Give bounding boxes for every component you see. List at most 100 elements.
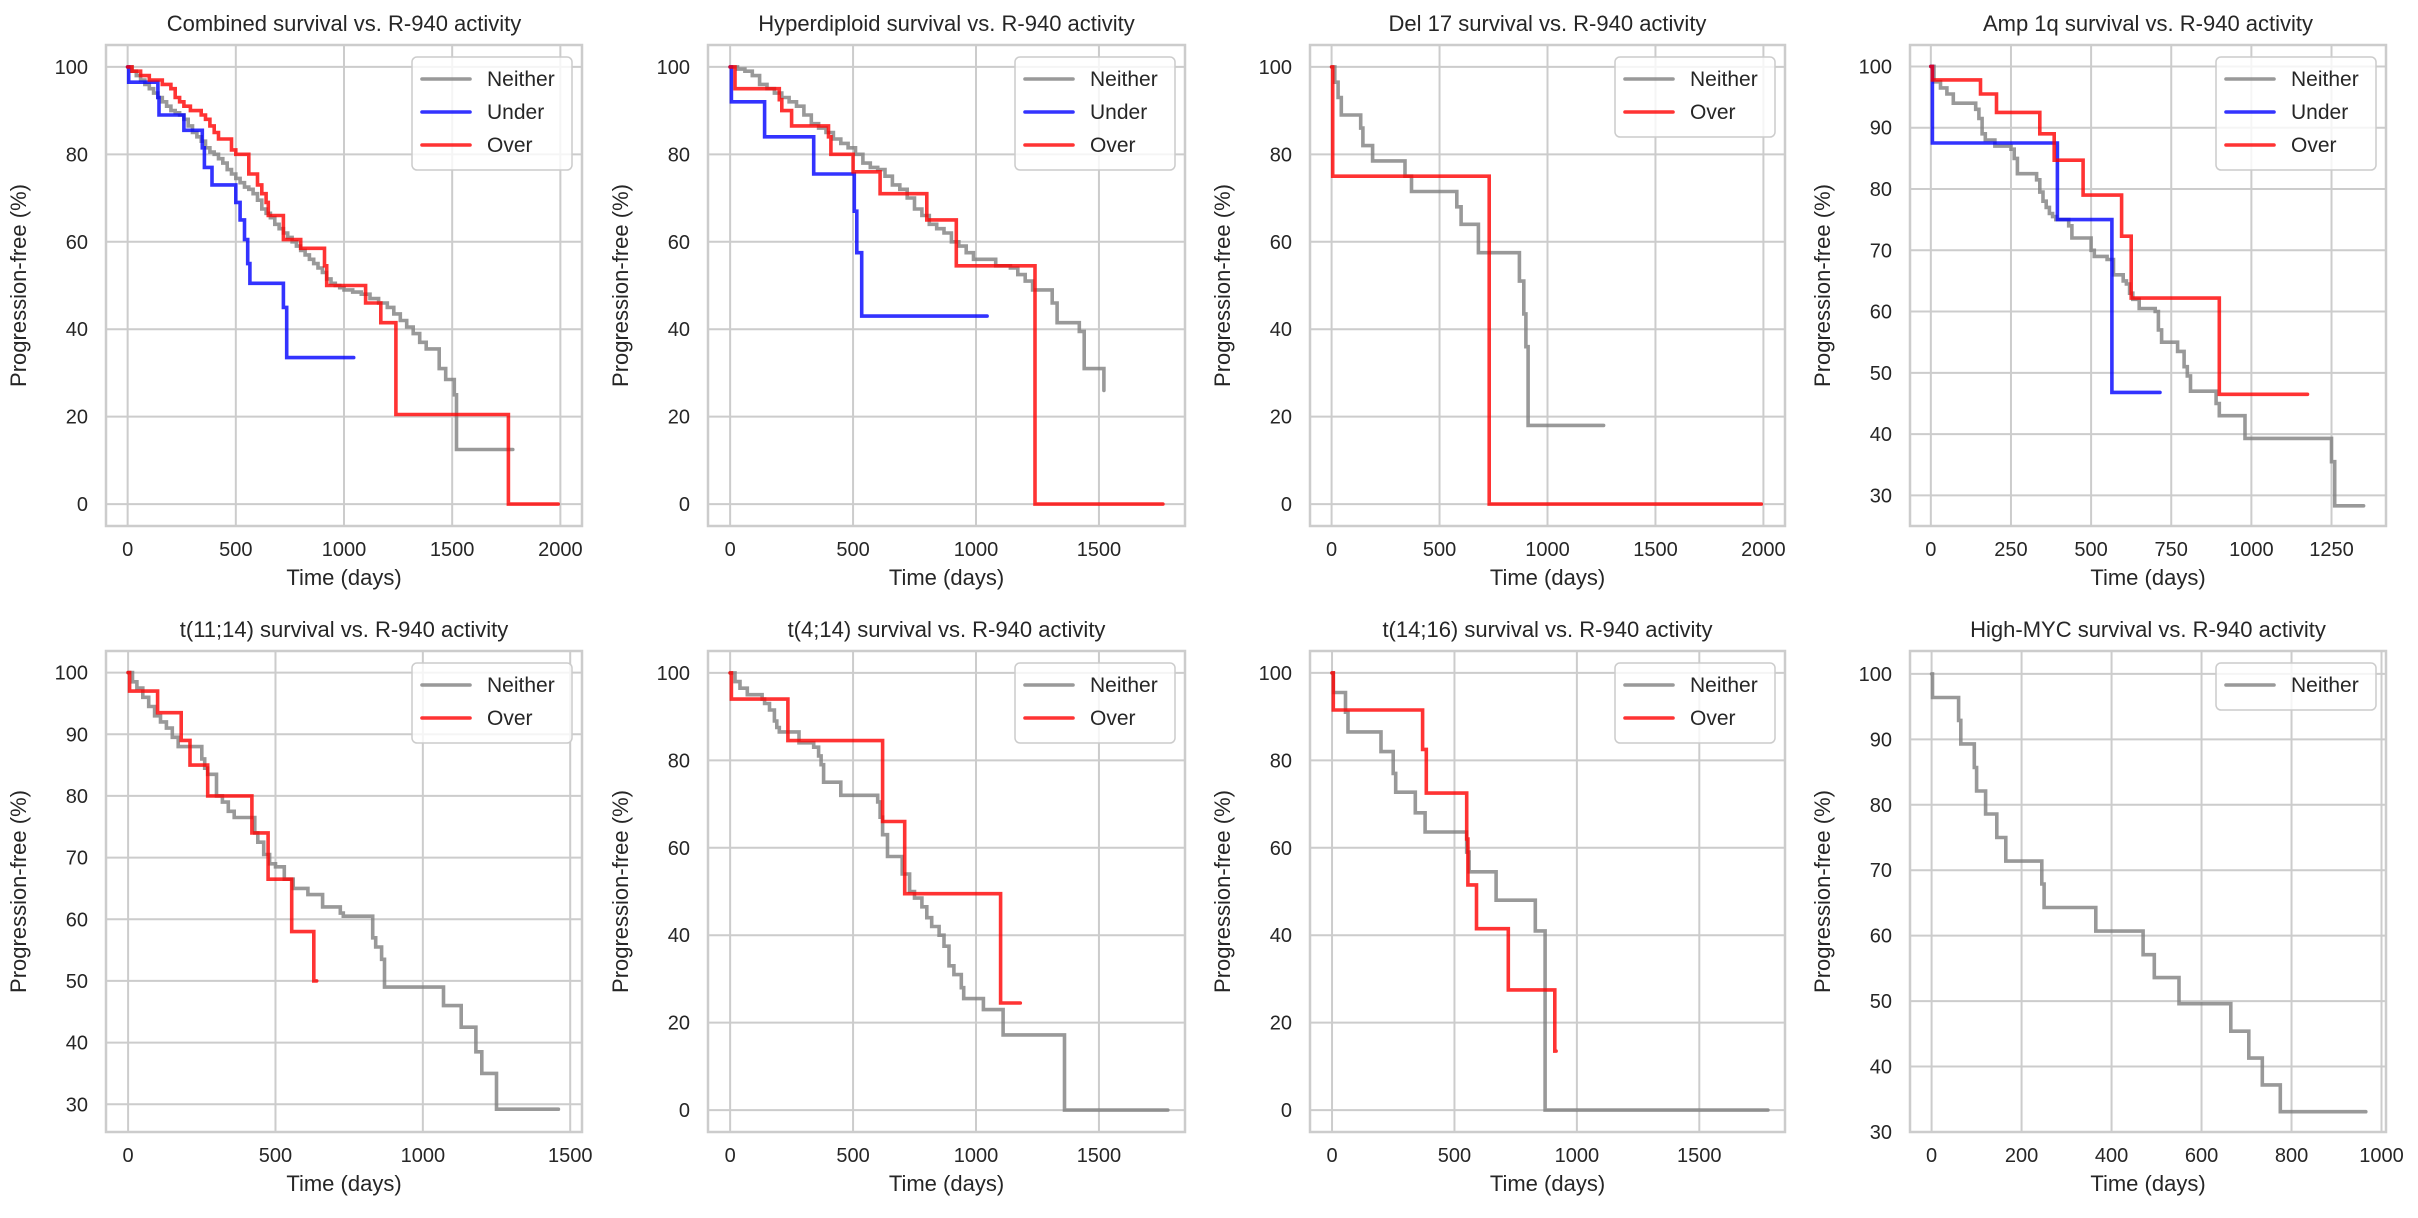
- x-tick-label: 500: [1438, 1145, 1471, 1167]
- y-axis-label: Progression-free (%): [608, 790, 633, 993]
- x-tick-label: 0: [725, 1145, 736, 1167]
- y-tick-label: 100: [55, 57, 88, 79]
- x-tick-label: 600: [2185, 1145, 2218, 1167]
- chart-panel-6: 0 500 1000 1500 0 20 40 60 80 100 t(4;14) survival…: [608, 617, 1187, 1196]
- chart-title: Combined survival vs. R-940 activity: [167, 11, 522, 36]
- x-tick-label: 500: [2074, 539, 2107, 561]
- legend-box: [2215, 662, 2377, 711]
- x-tick-label: 1000: [954, 539, 999, 561]
- legend-label: Over: [1690, 707, 1736, 730]
- x-tick-label: 1000: [2359, 1145, 2404, 1167]
- y-tick-label: 70: [1870, 240, 1892, 262]
- legend: Neither Over: [411, 662, 573, 744]
- x-tick-label: 0: [122, 539, 133, 561]
- legend: Neither Over: [1614, 56, 1776, 138]
- legend-box: [1614, 662, 1776, 744]
- legend-label: Over: [2291, 134, 2337, 157]
- chart-panel-7: 0 500 1000 1500 0 20 40 60 80 100 t(14;16) surviva…: [1210, 617, 1787, 1196]
- y-tick-label: 60: [1870, 302, 1892, 324]
- y-tick-label: 20: [668, 1013, 690, 1035]
- legend-label: Over: [1690, 101, 1736, 124]
- legend: Neither Under Over: [411, 56, 573, 171]
- x-tick-label: 200: [2005, 1145, 2038, 1167]
- y-tick-label: 100: [55, 663, 88, 685]
- y-tick-label: 80: [66, 786, 88, 808]
- x-tick-label: 0: [123, 1145, 134, 1167]
- x-axis-label: Time (days): [1490, 565, 1605, 590]
- y-tick-label: 70: [1870, 860, 1892, 882]
- survival-curve-under: [125, 65, 356, 360]
- legend-label: Under: [1090, 101, 1147, 124]
- y-tick-label: 0: [77, 494, 88, 516]
- y-tick-label: 90: [1870, 729, 1892, 751]
- legend-label: Neither: [2291, 674, 2359, 697]
- y-tick-label: 80: [66, 144, 88, 166]
- survival-curve-over: [1929, 64, 2310, 397]
- legend-label: Over: [1090, 707, 1136, 730]
- x-tick-label: 500: [836, 539, 869, 561]
- y-axis-label: Progression-free (%): [6, 790, 31, 993]
- y-axis-label: Progression-free (%): [1210, 790, 1235, 993]
- legend-box: [1014, 662, 1176, 744]
- survival-curve-over: [1329, 65, 1764, 506]
- survival-curve-neither: [1329, 65, 1606, 428]
- x-tick-label: 1000: [322, 539, 367, 561]
- x-tick-label: 1000: [401, 1145, 446, 1167]
- y-tick-label: 20: [1270, 1013, 1292, 1035]
- y-tick-label: 30: [1870, 1122, 1892, 1144]
- y-tick-label: 80: [1870, 179, 1892, 201]
- y-tick-label: 30: [66, 1094, 88, 1116]
- y-tick-label: 80: [668, 144, 690, 166]
- legend-label: Neither: [1690, 674, 1758, 697]
- x-tick-label: 500: [836, 1145, 869, 1167]
- plot-frame: [1908, 43, 2388, 528]
- legend-label: Under: [487, 101, 544, 124]
- chart-title: Amp 1q survival vs. R-940 activity: [1983, 11, 2313, 36]
- x-tick-label: 1000: [1555, 1145, 1600, 1167]
- y-tick-label: 40: [66, 1033, 88, 1055]
- legend-label: Neither: [2291, 68, 2359, 91]
- legend-label: Over: [487, 707, 533, 730]
- y-tick-label: 0: [1281, 1100, 1292, 1122]
- y-tick-label: 100: [1259, 57, 1292, 79]
- y-tick-label: 90: [1870, 118, 1892, 140]
- x-tick-label: 400: [2095, 1145, 2128, 1167]
- x-tick-label: 0: [725, 539, 736, 561]
- plot-frame: [706, 43, 1187, 528]
- x-tick-label: 1500: [548, 1145, 593, 1167]
- y-tick-label: 0: [679, 1100, 690, 1122]
- x-tick-label: 1500: [1677, 1145, 1722, 1167]
- survival-curve-neither: [125, 65, 515, 452]
- y-tick-label: 90: [66, 724, 88, 746]
- y-tick-label: 60: [1870, 926, 1892, 948]
- x-tick-label: 0: [1925, 539, 1936, 561]
- x-axis-label: Time (days): [889, 1171, 1004, 1196]
- y-axis-label: Progression-free (%): [608, 184, 633, 387]
- x-tick-label: 750: [2155, 539, 2188, 561]
- y-tick-label: 40: [66, 319, 88, 341]
- y-axis-label: Progression-free (%): [6, 184, 31, 387]
- y-tick-label: 80: [668, 750, 690, 772]
- y-tick-label: 0: [1281, 494, 1292, 516]
- survival-curve-under: [728, 65, 989, 318]
- chart-panel-8: 0 200 400 600 800 1000 30 40 50 60 70 80 90 100 High-M…: [1810, 617, 2404, 1196]
- survival-curve-neither: [1330, 671, 1770, 1112]
- legend-box: [1014, 56, 1176, 171]
- survival-curve-neither: [126, 670, 561, 1111]
- x-axis-label: Time (days): [889, 565, 1004, 590]
- x-tick-label: 1500: [1077, 539, 1122, 561]
- x-tick-label: 2000: [1741, 539, 1786, 561]
- survival-curve-neither: [1929, 64, 2366, 508]
- x-axis-label: Time (days): [2090, 565, 2205, 590]
- legend-label: Neither: [1690, 68, 1758, 91]
- plot-frame: [104, 649, 584, 1134]
- x-tick-label: 1500: [430, 539, 475, 561]
- plot-frame: [706, 649, 1187, 1134]
- y-tick-label: 40: [1270, 319, 1292, 341]
- survival-curve-neither: [1929, 672, 2368, 1114]
- survival-curve-under: [1929, 64, 2162, 395]
- y-axis-label: Progression-free (%): [1810, 790, 1835, 993]
- legend-label: Neither: [487, 674, 555, 697]
- plot-frame: [104, 43, 584, 528]
